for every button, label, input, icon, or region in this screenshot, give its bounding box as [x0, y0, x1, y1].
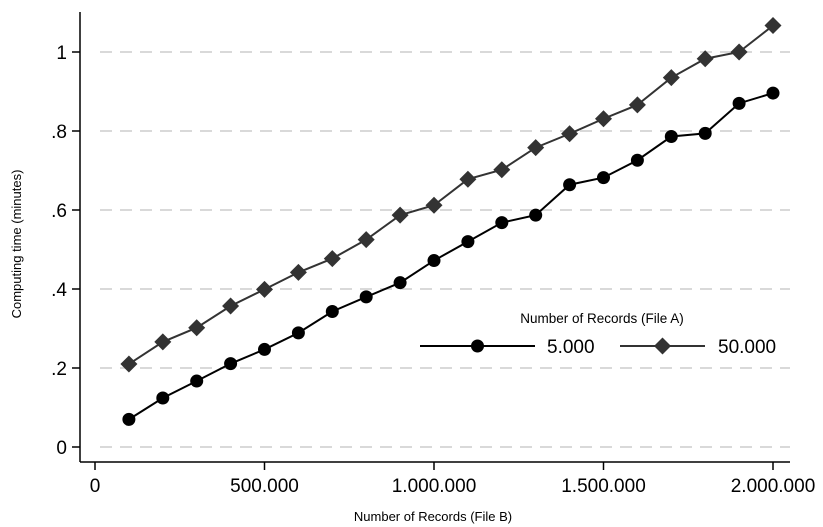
- series-1-point-1: [154, 333, 172, 351]
- legend-item-1: 50.000: [620, 337, 776, 358]
- series-1-point-11: [493, 161, 511, 179]
- series-1-point-7: [357, 231, 375, 249]
- gridlines: [100, 51, 790, 448]
- series-0-point-15: [630, 153, 644, 167]
- series-0-point-4: [258, 342, 271, 356]
- series-0-point-2: [190, 374, 204, 388]
- legend-label-1: 50.000: [718, 337, 776, 358]
- series-1-point-5: [289, 263, 307, 281]
- series-0-point-14: [597, 171, 610, 185]
- series-0-point-0: [122, 412, 136, 426]
- y-tick-label-2: .4: [51, 280, 67, 301]
- series-layer: [120, 17, 782, 426]
- series-1-point-17: [696, 50, 714, 68]
- x-tick-label-3: 1.500.000: [561, 476, 646, 497]
- x-tick-label-1: 500.000: [230, 476, 299, 497]
- series-0-point-11: [495, 216, 509, 230]
- series-line-0: [128, 92, 774, 421]
- series-0: [122, 86, 780, 426]
- series-1-point-4: [256, 280, 273, 298]
- series-0-point-16: [664, 130, 678, 144]
- y-axis-title: Computing time (minutes): [9, 170, 24, 319]
- series-0-point-6: [325, 305, 339, 319]
- series-1-point-0: [120, 355, 138, 373]
- series-0-point-19: [766, 86, 780, 100]
- legend-marker-1: [654, 337, 671, 355]
- legend: Number of Records (File A) 5.000 50.000: [420, 311, 776, 358]
- series-1-point-6: [323, 250, 341, 268]
- series-0-point-8: [393, 276, 407, 290]
- series-1: [120, 17, 782, 373]
- y-tick-label-5: 1: [56, 43, 67, 64]
- series-0-point-1: [156, 391, 170, 405]
- y-tick-label-3: .6: [51, 201, 67, 222]
- series-1-point-15: [628, 96, 646, 114]
- series-1-point-16: [662, 69, 680, 87]
- legend-label-0: 5.000: [547, 337, 595, 358]
- x-tick-label-0: 0: [90, 476, 101, 497]
- legend-title: Number of Records (File A): [520, 311, 684, 326]
- series-0-point-9: [427, 254, 441, 268]
- series-0-point-18: [732, 96, 746, 110]
- series-1-point-9: [425, 196, 443, 214]
- legend-item-0: 5.000: [420, 337, 595, 358]
- x-axis-title: Number of Records (File B): [354, 509, 512, 524]
- y-tick-label-4: .8: [51, 122, 67, 143]
- series-1-point-18: [730, 43, 748, 61]
- y-tick-label-1: .2: [51, 359, 67, 380]
- axes: 0 .2 .4 .6 .8 1 0 500.000 1.000.000 1.500.000 2.00…: [51, 12, 815, 497]
- series-1-point-19: [764, 17, 782, 35]
- legend-marker-0: [471, 339, 484, 353]
- series-0-point-17: [698, 126, 712, 140]
- series-0-point-3: [224, 357, 238, 371]
- series-0-point-12: [529, 208, 543, 222]
- series-1-point-12: [527, 139, 545, 157]
- series-1-point-8: [391, 206, 409, 224]
- x-tick-label-2: 1.000.000: [392, 476, 477, 497]
- series-0-point-5: [291, 326, 305, 340]
- series-0-point-10: [461, 235, 475, 249]
- series-1-point-14: [595, 110, 612, 128]
- y-tick-label-0: 0: [56, 438, 67, 459]
- series-1-point-3: [222, 297, 240, 315]
- series-0-point-13: [563, 178, 577, 192]
- series-1-point-10: [459, 170, 477, 188]
- x-tick-label-4: 2.000.000: [731, 476, 816, 497]
- series-0-point-7: [359, 290, 373, 304]
- series-1-point-2: [188, 319, 206, 337]
- series-1-point-13: [561, 125, 579, 143]
